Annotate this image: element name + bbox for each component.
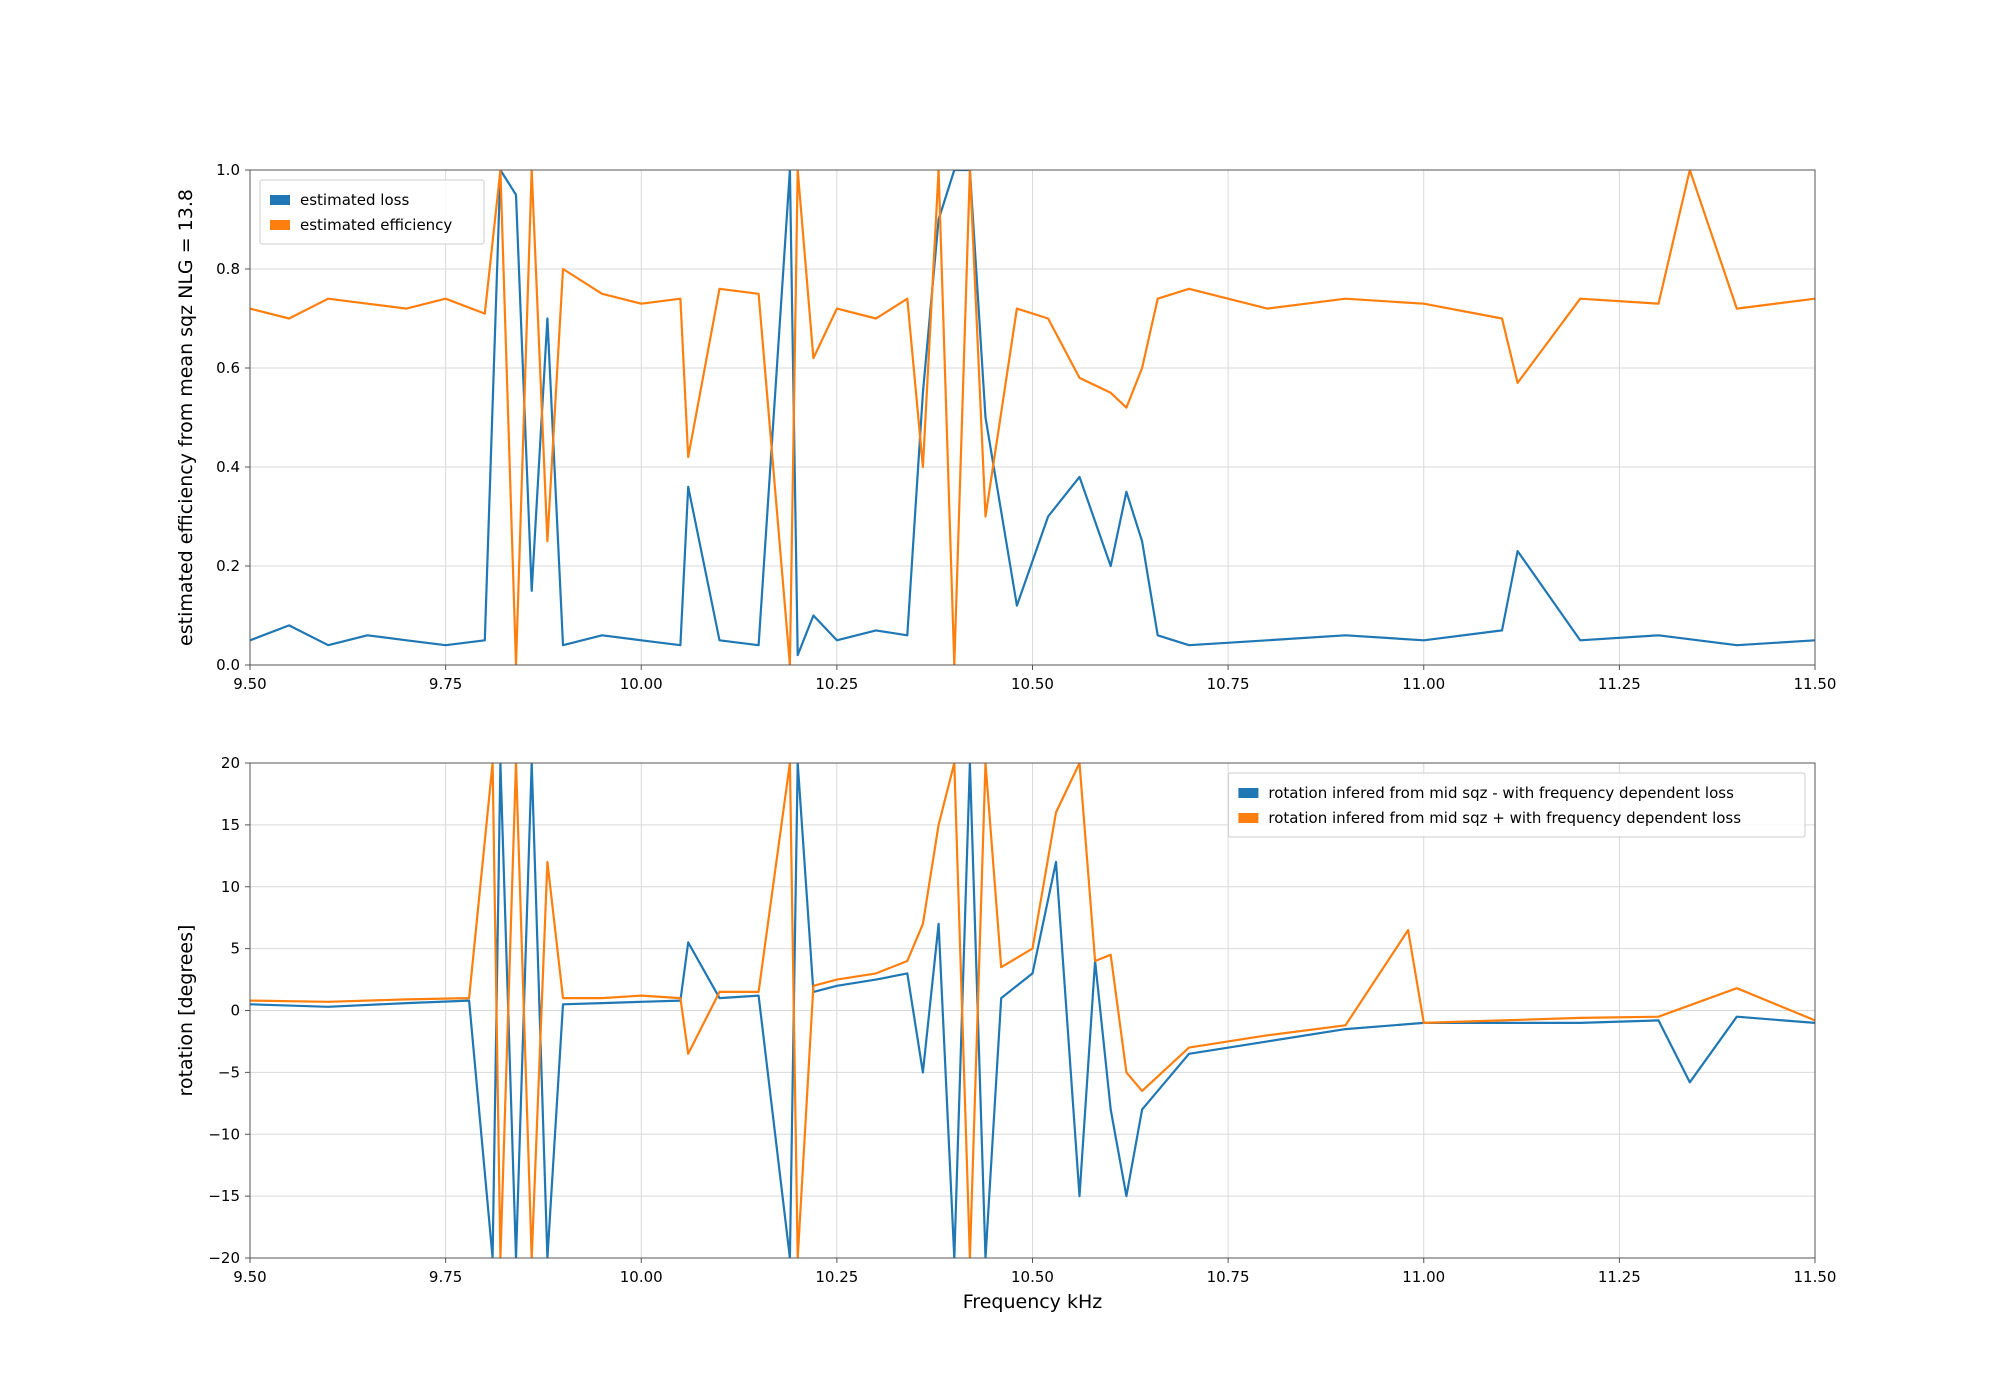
x-tick-label: 11.00: [1402, 675, 1445, 693]
x-tick-label: 11.25: [1598, 675, 1641, 693]
x-tick-label: 11.25: [1598, 1268, 1641, 1286]
rotation-y-axis-label: rotation [degrees]: [175, 925, 197, 1097]
y-tick-label: −5: [218, 1063, 240, 1081]
y-tick-label: −20: [208, 1249, 240, 1267]
x-tick-label: 9.75: [429, 675, 462, 693]
efficiency-y-axis-label: estimated efficiency from mean sqz NLG =…: [175, 189, 197, 646]
efficiency-panel: 9.50 9.75 10.00 10.25 10.50 10.75 11.00 11.25 11…: [175, 161, 1836, 693]
legend-swatch-0: [270, 195, 290, 205]
rotation-lines: [250, 763, 1815, 1258]
legend-box: [259, 179, 485, 245]
x-tick-label: 10.50: [1011, 1268, 1054, 1286]
x-tick-label: 9.50: [233, 675, 266, 693]
x-tick-label: 11.00: [1402, 1268, 1445, 1286]
legend-label-1: rotation infered from mid sqz + with fre…: [1268, 809, 1741, 827]
series-line-1: [250, 170, 1815, 665]
y-tick-label: 0: [230, 1002, 240, 1020]
efficiency-lines: [250, 170, 1815, 665]
efficiency-legend: estimated loss estimated efficiency: [259, 179, 485, 245]
x-tick-label: 10.75: [1207, 1268, 1250, 1286]
rotation-legend: rotation infered from mid sqz - with fre…: [1227, 772, 1806, 838]
y-tick-label: 0.2: [216, 557, 240, 575]
x-tick-label: 10.25: [815, 675, 858, 693]
x-tick-label: 10.25: [815, 1268, 858, 1286]
y-tick-label: 1.0: [216, 161, 240, 179]
y-tick-label: 10: [221, 878, 240, 896]
series-line-0: [250, 170, 1815, 657]
legend-swatch-1: [1238, 813, 1259, 823]
x-tick-label: 10.00: [620, 675, 663, 693]
legend-label-1: estimated efficiency: [300, 216, 452, 234]
rotation-y-ticks: −20 −15 −10 −5 0 5 10 15 20: [208, 754, 250, 1267]
y-tick-label: 0.8: [216, 260, 240, 278]
legend-label-0: estimated loss: [300, 191, 409, 209]
x-tick-label: 10.00: [620, 1268, 663, 1286]
y-tick-label: 5: [230, 940, 240, 958]
efficiency-y-ticks: 0.0 0.2 0.4 0.6 0.8 1.0: [216, 161, 250, 674]
legend-swatch-0: [1238, 788, 1259, 798]
x-tick-label: 10.75: [1207, 675, 1250, 693]
rotation-x-axis-label: Frequency kHz: [963, 1291, 1102, 1313]
legend-box: [1227, 772, 1806, 838]
y-tick-label: 0.4: [216, 458, 240, 476]
x-tick-label: 11.50: [1794, 1268, 1837, 1286]
efficiency-x-ticks: 9.50 9.75 10.00 10.25 10.50 10.75 11.00 11.25 11…: [233, 665, 1836, 693]
legend-swatch-1: [270, 220, 290, 230]
x-tick-label: 11.50: [1794, 675, 1837, 693]
y-tick-label: 0.6: [216, 359, 240, 377]
y-tick-label: 20: [221, 754, 240, 772]
y-tick-label: 0.0: [216, 656, 240, 674]
series-line-0: [250, 763, 1815, 1258]
y-tick-label: −15: [208, 1187, 240, 1205]
legend-label-0: rotation infered from mid sqz - with fre…: [1268, 784, 1734, 802]
rotation-panel: 9.50 9.75 10.00 10.25 10.50 10.75 11.00 11.25 11…: [175, 754, 1836, 1313]
series-line-1: [250, 763, 1815, 1258]
x-tick-label: 9.50: [233, 1268, 266, 1286]
x-tick-label: 9.75: [429, 1268, 462, 1286]
y-tick-label: −10: [208, 1125, 240, 1143]
rotation-x-ticks: 9.50 9.75 10.00 10.25 10.50 10.75 11.00 11.25 11…: [233, 1258, 1836, 1286]
y-tick-label: 15: [221, 816, 240, 834]
x-tick-label: 10.50: [1011, 675, 1054, 693]
